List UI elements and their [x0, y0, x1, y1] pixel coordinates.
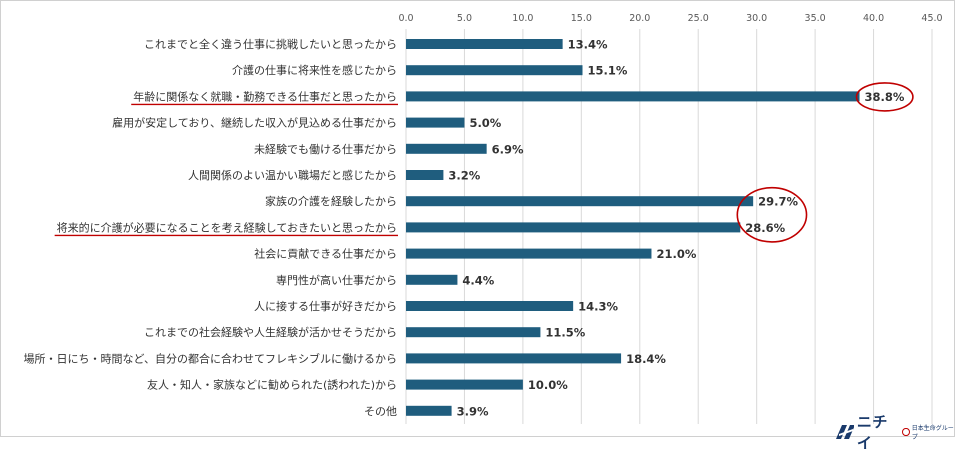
x-tick-label: 5.0 [457, 13, 472, 24]
logo-name: ニチイ [856, 413, 888, 452]
category-label: 将来的に介護が必要になることを考え経験しておきたいと思ったから [57, 220, 397, 234]
bar-chart: 0.0 5.0 10.0 15.0 20.0 25.0 30.0 35.0 40.0 45.0 こ… [24, 13, 943, 424]
x-tick-label: 10.0 [512, 13, 533, 24]
category-label: 家族の介護を経験したから [265, 194, 397, 208]
category-label: 専門性が高い仕事だから [276, 273, 397, 287]
highlight-circle [855, 82, 914, 112]
value-label: 3.9% [457, 404, 489, 418]
x-tick-label: 35.0 [805, 13, 826, 24]
category-label: その他 [364, 405, 397, 418]
logo-subtitle: 日本生命グループ [902, 423, 954, 441]
category-label: 年齢に関係なく就職・勤務できる仕事だと思ったから [133, 89, 397, 103]
x-tick-label: 25.0 [688, 13, 709, 24]
bar [406, 353, 622, 364]
value-label: 10.0% [528, 378, 568, 392]
value-label: 4.4% [462, 273, 494, 287]
category-label: これまでの社会経験や人生経験が活かせそうだから [144, 325, 397, 339]
x-tick-label: 15.0 [571, 13, 592, 24]
value-label: 15.1% [588, 64, 628, 78]
value-labels: 13.4% 15.1% 38.8% 5.0% 6.9% 3.2% 29.7% 28.6% 21.… [448, 38, 904, 419]
category-label: 社会に貢献できる仕事だから [254, 247, 397, 261]
bar [406, 196, 754, 207]
category-labels: これまでと全く違う仕事に挑戦したいと思ったから介護の仕事に将来性を感じたから年齢… [24, 37, 397, 418]
category-label: 人間関係のよい温かい職場だと感じたから [188, 169, 397, 182]
category-label: 未経験でも働ける仕事だから [254, 142, 397, 156]
value-label: 29.7% [758, 195, 798, 209]
value-label: 28.6% [745, 221, 785, 235]
bar [406, 65, 583, 76]
bar [406, 327, 541, 338]
bar [406, 91, 860, 102]
nichii-logo-icon [836, 425, 854, 439]
value-label: 14.3% [578, 300, 618, 314]
x-axis-ticks: 0.0 5.0 10.0 15.0 20.0 25.0 30.0 35.0 40.0 45.0 [398, 13, 942, 24]
bar [406, 222, 741, 233]
category-label: 場所・日にち・時間など、自分の都合に合わせてフレキシブルに働けるから [24, 351, 397, 365]
bar [406, 170, 444, 180]
category-label: 介護の仕事に将来性を感じたから [232, 63, 397, 77]
value-label: 38.8% [865, 90, 905, 104]
bars [406, 39, 860, 416]
bar [406, 405, 452, 416]
category-label: これまでと全く違う仕事に挑戦したいと思ったから [144, 37, 397, 51]
value-label: 18.4% [626, 352, 666, 366]
bar [406, 301, 574, 311]
x-tick-label: 40.0 [863, 13, 884, 24]
company-logo: ニチイ 日本生命グループ [836, 411, 954, 453]
nissay-mark-icon [902, 428, 910, 436]
value-label: 6.9% [492, 142, 524, 156]
value-label: 5.0% [469, 116, 501, 130]
x-tick-label: 0.0 [398, 13, 413, 24]
value-label: 13.4% [568, 38, 608, 52]
bar [406, 117, 465, 128]
bar [406, 39, 563, 49]
value-label: 21.0% [656, 247, 696, 261]
annotations [54, 82, 914, 243]
bar [406, 379, 523, 390]
x-tick-label: 30.0 [746, 13, 767, 24]
bar [406, 248, 652, 259]
x-tick-label: 20.0 [629, 13, 650, 24]
category-label: 雇用が安定しており、継続した収入が見込める仕事だから [112, 116, 397, 130]
value-label: 11.5% [545, 326, 585, 340]
category-label: 友人・知人・家族などに勧められた(誘われた)から [147, 378, 397, 392]
category-label: 人に接する仕事が好きだから [254, 299, 397, 313]
value-label: 3.2% [448, 169, 480, 183]
bar [406, 274, 458, 285]
bar [406, 143, 487, 154]
highlight-circle [736, 186, 808, 243]
x-tick-label: 45.0 [921, 13, 942, 24]
logo-subtitle-text: 日本生命グループ [911, 425, 954, 441]
